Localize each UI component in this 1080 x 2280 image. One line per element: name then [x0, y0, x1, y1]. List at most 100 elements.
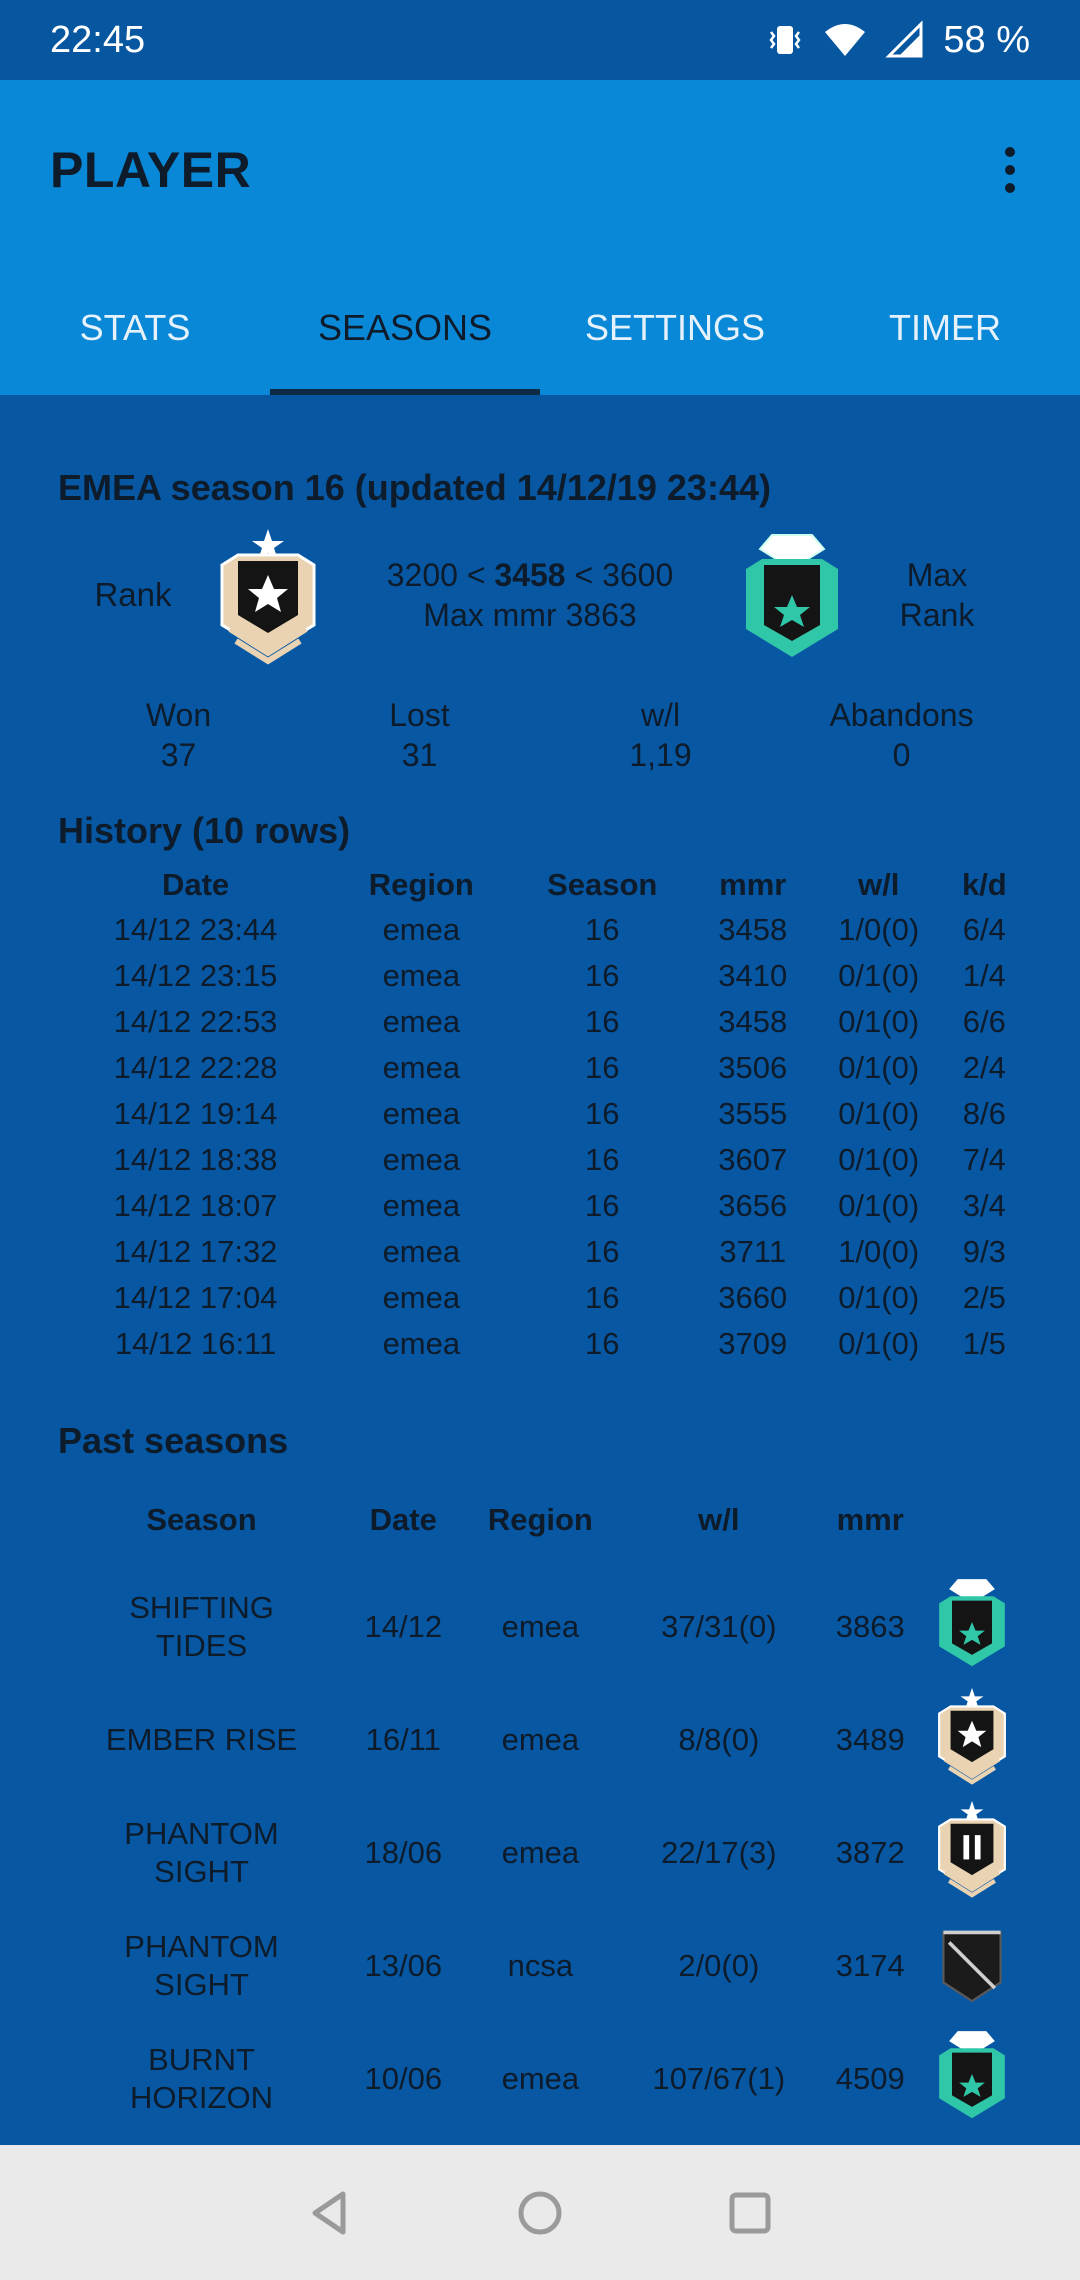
past-season-row[interactable]: PHANTOM SIGHT 18/06 emea 22/17(3) 3872 — [58, 1796, 1022, 1909]
past-header: Date — [369, 1502, 437, 1537]
stat-wl: w/l 1,19 — [629, 697, 692, 773]
past-header: Season — [146, 1502, 257, 1537]
overflow-menu-icon[interactable] — [990, 130, 1030, 210]
history-cell: emea — [382, 912, 461, 947]
history-cell: emea — [382, 958, 461, 993]
back-icon[interactable] — [300, 2183, 360, 2243]
past-season-wl: 2/0(0) — [678, 1947, 760, 1983]
seasons-content[interactable]: EMEA season 16 (updated 14/12/19 23:44) … — [0, 395, 1080, 2145]
past-season-row[interactable]: BURNT HORIZON 10/06 emea 107/67(1) 4509 — [58, 2022, 1022, 2135]
history-row: 14/12 16:11 emea 16 3709 0/1(0) 1/5 — [58, 1321, 1022, 1367]
platinum-ii-rank-icon — [927, 1800, 1017, 1905]
recents-icon[interactable] — [720, 2183, 780, 2243]
past-season-wl: 22/17(3) — [661, 1834, 777, 1870]
past-header — [922, 1470, 1022, 1570]
history-cell: 1/4 — [962, 958, 1006, 993]
stat-won: Won 37 — [145, 697, 212, 773]
past-season-date: 18/06 — [364, 1834, 443, 1870]
history-header: k/d — [961, 867, 1007, 902]
history-cell: 14/12 23:44 — [113, 912, 278, 947]
history-cell: 14/12 19:14 — [113, 1096, 278, 1131]
tab-seasons[interactable]: SEASONS — [270, 260, 540, 395]
past-season-row[interactable]: EMBER RISE 16/11 emea 8/8(0) 3489 — [58, 1683, 1022, 1796]
past-season-mmr: 3489 — [835, 1721, 905, 1757]
status-time: 22:45 — [50, 18, 146, 61]
stat-lost: Lost 31 — [389, 697, 450, 773]
past-season-name: SHIFTING TIDES — [129, 1589, 274, 1663]
history-cell: 0/1(0) — [838, 1004, 920, 1039]
history-header: Region — [368, 867, 474, 902]
tab-settings[interactable]: SETTINGS — [584, 306, 766, 348]
history-cell: 2/5 — [962, 1280, 1006, 1315]
past-season-region: ncsa — [507, 1947, 574, 1983]
history-header: w/l — [858, 867, 900, 902]
history-cell: 16 — [584, 1326, 620, 1361]
history-row: 14/12 17:04 emea 16 3660 0/1(0) 2/5 — [58, 1275, 1022, 1321]
history-header: mmr — [719, 867, 787, 902]
past-season-region: emea — [501, 1721, 580, 1757]
history-cell: 14/12 17:32 — [113, 1234, 278, 1269]
home-icon[interactable] — [510, 2183, 570, 2243]
history-cell: 0/1(0) — [838, 1188, 920, 1223]
history-cell: 3555 — [718, 1096, 788, 1131]
past-season-name: PHANTOM SIGHT — [124, 1815, 279, 1889]
mmr-high: < 3600 — [574, 557, 674, 593]
unranked-icon — [927, 1930, 1017, 2018]
diamond-rank-icon — [927, 2031, 1017, 2131]
past-season-region: emea — [501, 2060, 580, 2096]
history-cell: 1/0(0) — [838, 1234, 920, 1269]
past-season-mmr: 3174 — [835, 1947, 905, 1983]
max-rank-label: Max Rank — [899, 557, 975, 633]
past-season-row[interactable]: SHIFTING TIDES 14/12 emea 37/31(0) 3863 — [58, 1570, 1022, 1683]
history-cell: 16 — [584, 1050, 620, 1085]
past-seasons-title: Past seasons — [58, 1420, 289, 1461]
history-cell: 14/12 16:11 — [114, 1326, 277, 1361]
history-cell: 3656 — [718, 1188, 788, 1223]
battery-percent: 58 % — [943, 18, 1030, 61]
history-cell: 0/1(0) — [838, 1326, 920, 1361]
history-title: History (10 rows) — [58, 810, 351, 851]
history-cell: 6/4 — [962, 912, 1006, 947]
past-season-date: 14/12 — [364, 1608, 443, 1644]
page-title: PLAYER — [50, 142, 252, 198]
past-season-wl: 37/31(0) — [661, 1608, 777, 1644]
platinum-rank-icon — [927, 1687, 1017, 1792]
rank-label: Rank — [94, 576, 172, 613]
history-cell: 7/4 — [962, 1142, 1006, 1177]
past-season-region: emea — [501, 1608, 580, 1644]
vibrate-icon — [765, 20, 805, 60]
status-bar: 22:45 58 % — [0, 0, 1080, 80]
history-cell: 2/4 — [962, 1050, 1006, 1085]
history-cell: 16 — [584, 958, 620, 993]
history-cell: 3458 — [718, 1004, 788, 1039]
max-mmr: Max mmr 3863 — [423, 597, 637, 633]
history-table: Date Region Season mmr w/l k/d 14/12 23:… — [58, 863, 1022, 1367]
history-row: 14/12 23:44 emea 16 3458 1/0(0) 6/4 — [58, 907, 1022, 953]
history-cell: 0/1(0) — [838, 958, 920, 993]
history-row: 14/12 18:38 emea 16 3607 0/1(0) 7/4 — [58, 1137, 1022, 1183]
system-nav-bar — [0, 2145, 1080, 2280]
past-season-date: 10/06 — [364, 2060, 443, 2096]
past-season-wl: 8/8(0) — [678, 1721, 760, 1757]
mmr-current: 3458 — [494, 557, 566, 593]
past-season-row[interactable]: PHANTOM SIGHT 13/06 ncsa 2/0(0) 3174 — [58, 1909, 1022, 2022]
history-cell: 0/1(0) — [838, 1280, 920, 1315]
stat-abandons: Abandons 0 — [829, 697, 974, 773]
tab-timer[interactable]: TIMER — [889, 306, 1001, 348]
mmr-low: 3200 < — [386, 557, 486, 593]
signal-icon — [885, 20, 925, 60]
history-cell: 16 — [584, 1280, 620, 1315]
history-row: 14/12 19:14 emea 16 3555 0/1(0) 8/6 — [58, 1091, 1022, 1137]
history-cell: emea — [382, 1234, 461, 1269]
tab-stats[interactable]: STATS — [79, 306, 191, 348]
history-cell: 14/12 22:28 — [113, 1050, 278, 1085]
history-row: 14/12 23:15 emea 16 3410 0/1(0) 1/4 — [58, 953, 1022, 999]
history-cell: 0/1(0) — [838, 1142, 920, 1177]
diamond-rank-icon — [732, 525, 852, 665]
history-cell: emea — [382, 1326, 461, 1361]
history-cell: 16 — [584, 1234, 620, 1269]
diamond-rank-icon — [927, 1579, 1017, 1679]
past-season-date: 13/06 — [364, 1947, 443, 1983]
history-header: Season — [547, 867, 658, 902]
rank-row: Rank 3200 < 3458 < 3600 Max mmr 3863 — [58, 525, 1022, 665]
